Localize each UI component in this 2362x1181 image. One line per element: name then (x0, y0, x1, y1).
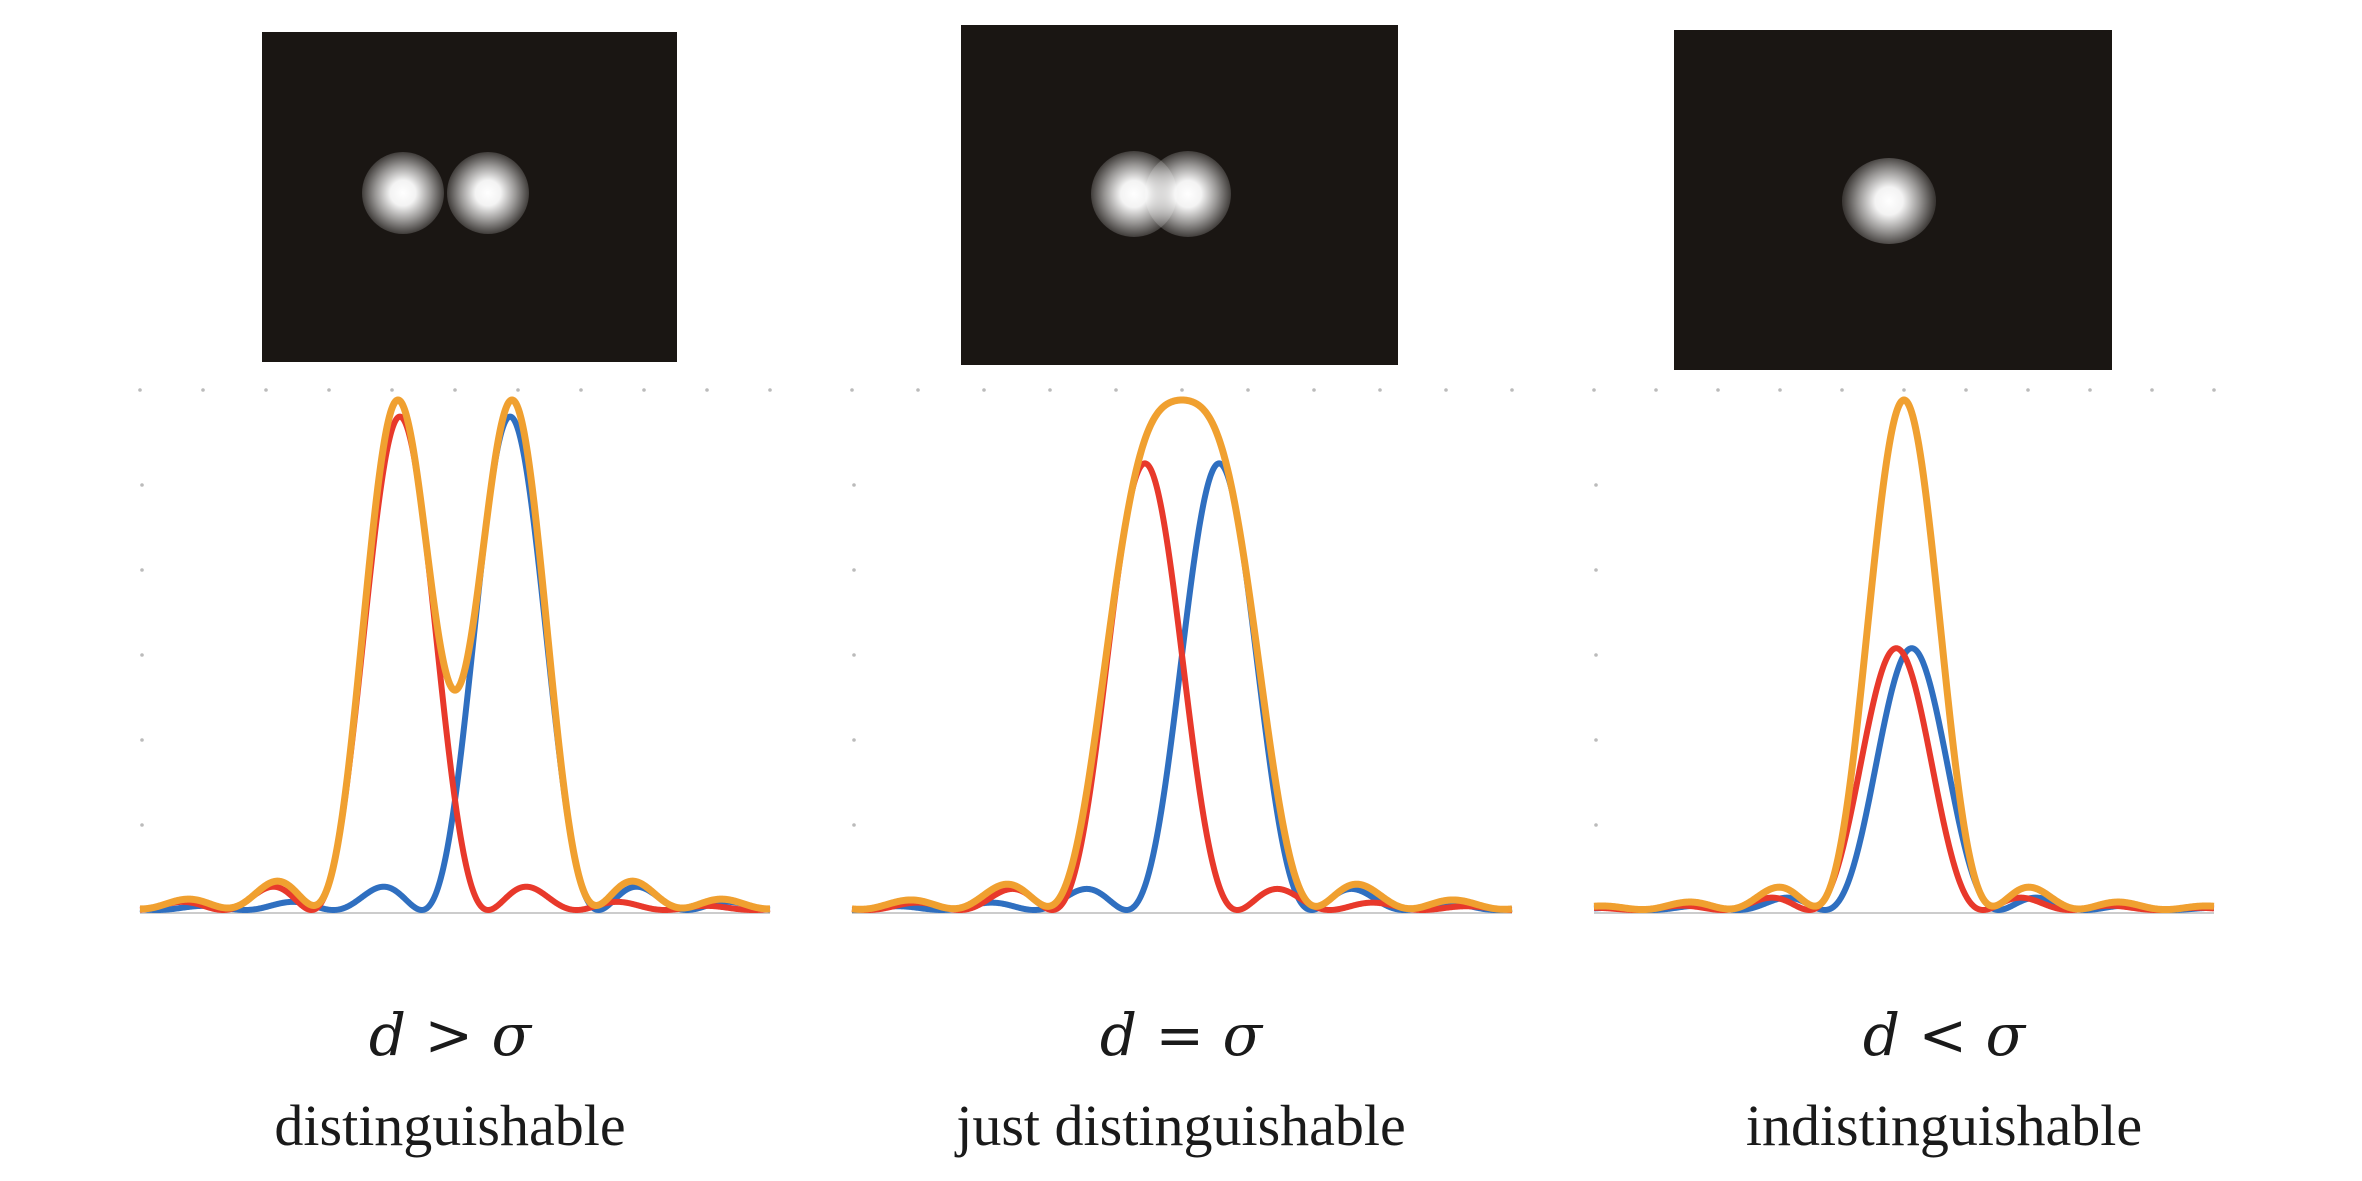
profile-curve-second-source (137, 413, 773, 913)
axis-tick-dot (850, 388, 854, 392)
axis-tick-dot (264, 388, 268, 392)
axis-tick-dot (642, 388, 646, 392)
axis-tick-dot (1592, 388, 1596, 392)
axis-tick-dot (1594, 653, 1598, 657)
plot-frame (850, 388, 1514, 914)
axis-tick-dot (852, 738, 856, 742)
axis-tick-dot (1594, 568, 1598, 572)
axis-tick-dot (852, 823, 856, 827)
axis-tick-dot (140, 483, 144, 487)
axis-tick-dot (327, 388, 331, 392)
axis-tick-dot (1840, 388, 1844, 392)
axis-tick-dot (1594, 738, 1598, 742)
psf-spot-left (362, 152, 444, 234)
axis-tick-dot (2212, 388, 2216, 392)
condition-distinguishable: d > σ (368, 1001, 532, 1069)
axis-tick-dot (852, 568, 856, 572)
axis-tick-dot (201, 388, 205, 392)
axis-tick-dot (2088, 388, 2092, 392)
psf-image-just-distinguishable (961, 25, 1398, 365)
axis-tick-dot (516, 388, 520, 392)
condition-just-distinguishable: d = σ (1099, 1001, 1263, 1069)
profile-curve-sum (137, 396, 773, 913)
panel-just-distinguishable: d = σ just distinguishable (787, 0, 1574, 1181)
axis-tick-dot (140, 823, 144, 827)
axis-tick-dot (768, 388, 772, 392)
axis-tick-dot (1778, 388, 1782, 392)
profile-curve-sum (849, 396, 1515, 913)
label-just-distinguishable: just distinguishable (956, 1093, 1406, 1158)
axis-tick-dot (1594, 823, 1598, 827)
axis-tick-dot (1654, 388, 1658, 392)
profile-curve-sum (1591, 396, 2217, 914)
psf-spot-right (1145, 151, 1231, 237)
label-indistinguishable: indistinguishable (1745, 1093, 2143, 1158)
axis-tick-dot (138, 388, 142, 392)
psf-spot-right (447, 152, 529, 234)
axis-tick-dot (1378, 388, 1382, 392)
profile-curve-first-source (849, 460, 1515, 913)
axis-tick-dot (1312, 388, 1316, 392)
axis-tick-dot (1444, 388, 1448, 392)
intensity-profile-just-distinguishable (849, 388, 1515, 914)
intensity-profile-distinguishable (137, 388, 773, 914)
axis-tick-dot (982, 388, 986, 392)
axis-tick-dot (916, 388, 920, 392)
axis-tick-dot (705, 388, 709, 392)
panel-distinguishable: d > σ distinguishable (0, 0, 787, 1181)
axis-tick-dot (140, 738, 144, 742)
axis-tick-dot (1246, 388, 1250, 392)
axis-tick-dot (140, 568, 144, 572)
axis-tick-dot (1114, 388, 1118, 392)
axis-tick-dot (390, 388, 394, 392)
plot-frame (1592, 388, 2216, 914)
axis-tick-dot (1964, 388, 1968, 392)
axis-tick-dot (1716, 388, 1720, 392)
psf-spot-merged (1842, 158, 1936, 244)
axis-tick-dot (453, 388, 457, 392)
psf-image-indistinguishable (1674, 30, 2112, 370)
profile-curve-first-source (1591, 645, 2217, 913)
axis-tick-dot (1048, 388, 1052, 392)
condition-indistinguishable: d < σ (1862, 1001, 2026, 1069)
axis-tick-dot (852, 653, 856, 657)
axis-tick-dot (1902, 388, 1906, 392)
psf-image-distinguishable (262, 32, 677, 362)
panel-indistinguishable: d < σ indistinguishable (1574, 0, 2362, 1181)
label-distinguishable: distinguishable (274, 1093, 626, 1158)
axis-tick-dot (140, 653, 144, 657)
plot-frame (138, 388, 772, 914)
profile-curve-second-source (1591, 645, 2217, 913)
axis-tick-dot (1594, 483, 1598, 487)
axis-tick-dot (579, 388, 583, 392)
axis-tick-dot (1180, 388, 1184, 392)
axis-tick-dot (2026, 388, 2030, 392)
axis-tick-dot (1510, 388, 1514, 392)
profile-curve-first-source (137, 413, 773, 913)
intensity-profile-indistinguishable (1591, 388, 2217, 914)
axis-tick-dot (852, 483, 856, 487)
axis-tick-dot (2150, 388, 2154, 392)
profile-curve-second-source (849, 460, 1515, 913)
